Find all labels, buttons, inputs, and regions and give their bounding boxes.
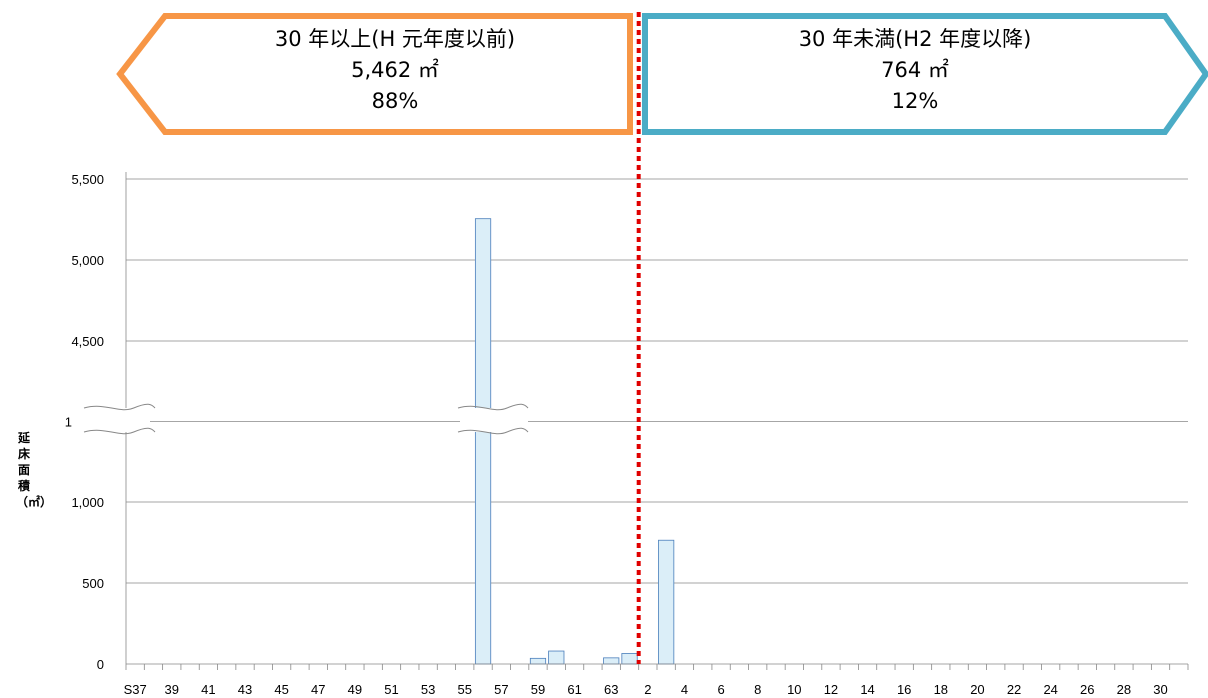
x-axis: S37 39 41 43 45 47 49 51 53 55 57 59 61 63 2 4 6 8 10 12 14 1… — [124, 172, 1189, 697]
x-tick-label: 53 — [421, 682, 435, 697]
x-tick-label: 16 — [897, 682, 911, 697]
x-tick-label: 4 — [681, 682, 688, 697]
bar-63 — [603, 657, 620, 665]
x-tick-label: 63 — [604, 682, 618, 697]
bar-3 — [658, 539, 675, 665]
y-tick-label: 1,000 — [71, 495, 104, 510]
x-tick-label: S37 — [124, 682, 147, 697]
x-tick-label: 49 — [348, 682, 362, 697]
break-wave — [457, 403, 529, 411]
y-tick-label: 0 — [97, 657, 104, 672]
x-tick-label: 2 — [644, 682, 651, 697]
x-tick-label: 12 — [824, 682, 838, 697]
right-callout-title: 30 年未満(H2 年度以降) — [798, 27, 1032, 51]
right-callout-arrow — [642, 13, 1208, 135]
x-tick-label: 55 — [458, 682, 472, 697]
x-tick-label: 14 — [860, 682, 874, 697]
break-gap — [466, 408, 520, 432]
x-tick-label: 61 — [567, 682, 581, 697]
y-tick-label: 500 — [82, 576, 104, 591]
x-tick-label: 43 — [238, 682, 252, 697]
bar-59 — [529, 657, 547, 665]
x-tick-label: 26 — [1080, 682, 1094, 697]
x-tick-label: 45 — [274, 682, 288, 697]
y-axis-label: 延床面積（㎡） — [16, 431, 53, 509]
gridlines — [126, 178, 1188, 584]
x-tick-label: 39 — [165, 682, 179, 697]
axis-break-marks — [83, 403, 529, 435]
y-tick-label-break: 1 — [65, 415, 72, 430]
y-tick-label: 5,000 — [71, 253, 104, 268]
x-tick-label: 10 — [787, 682, 801, 697]
x-tick-label: 51 — [384, 682, 398, 697]
y-tick-label: 5,500 — [71, 172, 104, 187]
break-wave — [457, 427, 529, 435]
x-tick-label: 59 — [531, 682, 545, 697]
right-callout-percent: 12% — [891, 89, 939, 113]
x-tick-label: 28 — [1117, 682, 1131, 697]
left-callout-title: 30 年以上(H 元年度以前) — [274, 27, 516, 51]
left-callout-arrow — [116, 13, 633, 135]
left-callout-area: 5,462 ㎡ — [351, 58, 439, 82]
left-callout-percent: 88% — [371, 89, 419, 113]
y-tick-label: 4,500 — [71, 334, 104, 349]
right-callout-area: 764 ㎡ — [881, 58, 949, 82]
x-tick-label: 24 — [1043, 682, 1057, 697]
bar-H1 — [621, 653, 638, 665]
right-callout-text: 30 年未満(H2 年度以降) 764 ㎡ 12% — [650, 24, 1180, 117]
bar-60 — [548, 650, 565, 665]
x-tick-label: 18 — [934, 682, 948, 697]
left-callout-text: 30 年以上(H 元年度以前) 5,462 ㎡ 88% — [165, 24, 625, 117]
x-tick-label: 30 — [1153, 682, 1167, 697]
x-tick-label: 8 — [754, 682, 761, 697]
bars — [474, 218, 675, 665]
y-axis-ticks: 5,500 5,000 4,500 1 1,000 500 0 — [65, 172, 104, 672]
break-gap — [92, 408, 147, 432]
break-wave — [83, 427, 156, 435]
x-tick-label: 41 — [201, 682, 215, 697]
x-tick-label: 6 — [717, 682, 724, 697]
x-tick-label: 47 — [311, 682, 325, 697]
x-tick-label: 20 — [970, 682, 984, 697]
bar-56 — [474, 218, 492, 665]
x-tick-label: 57 — [494, 682, 508, 697]
x-tick-label: 22 — [1007, 682, 1021, 697]
break-wave — [83, 403, 156, 411]
